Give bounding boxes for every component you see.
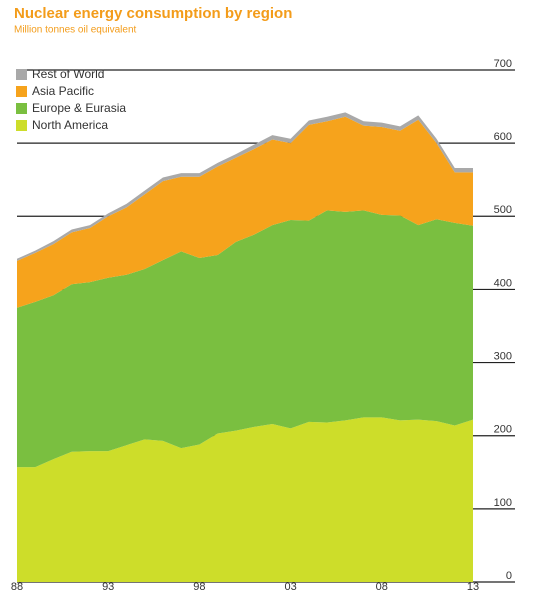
y-tick-label: 400 — [494, 277, 512, 289]
legend-swatch — [16, 86, 27, 97]
legend-swatch — [16, 103, 27, 114]
y-tick-label: 600 — [494, 131, 512, 143]
legend-label: Rest of World — [32, 67, 104, 81]
legend-label: North America — [32, 118, 108, 132]
y-tick-label: 100 — [494, 497, 512, 509]
legend-label: Asia Pacific — [32, 84, 94, 98]
x-tick-label: 88 — [11, 581, 23, 593]
legend-label: Europe & Eurasia — [32, 101, 126, 115]
area — [17, 116, 473, 308]
y-tick-label: 0 — [506, 570, 512, 582]
legend-swatch — [16, 69, 27, 80]
y-tick-label: 200 — [494, 424, 512, 436]
area — [17, 112, 473, 261]
area — [17, 417, 473, 582]
x-tick-label: 03 — [284, 581, 296, 593]
x-tick-label: 98 — [193, 581, 205, 593]
chart-subtitle: Million tonnes oil equivalent — [14, 25, 137, 36]
x-tick-label: 08 — [376, 581, 388, 593]
legend-swatch — [16, 120, 27, 131]
y-tick-label: 700 — [494, 58, 512, 70]
x-tick-label: 13 — [467, 581, 479, 593]
area — [17, 210, 473, 468]
y-tick-label: 500 — [494, 204, 512, 216]
chart-title: Nuclear energy consumption by region — [14, 5, 292, 22]
x-tick-label: 93 — [102, 581, 114, 593]
y-tick-label: 300 — [494, 350, 512, 362]
